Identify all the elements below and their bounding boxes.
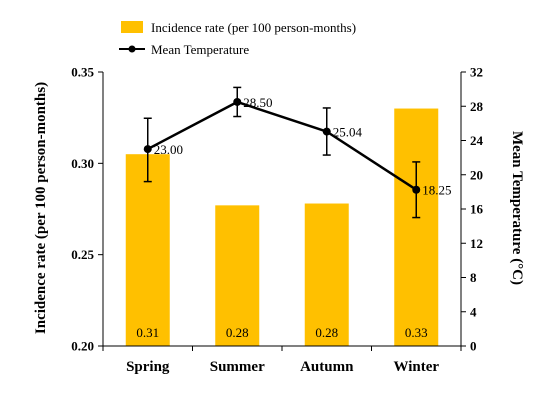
legend-line-marker — [128, 45, 136, 53]
y-axis-title: Incidence rate (per 100 person-months) — [33, 82, 49, 334]
temperature-point — [322, 127, 331, 136]
y-tick-label: 0.25 — [71, 247, 94, 262]
bar-labels-layer: 0.31 0.28 0.28 0.33 — [136, 325, 427, 340]
y2-tick-label: 32 — [470, 65, 483, 80]
temperature-value-label: 18.25 — [422, 183, 451, 198]
temperature-value-label: 23.00 — [154, 142, 183, 157]
y-tick-label: 0.20 — [71, 339, 94, 354]
bars-layer — [125, 108, 439, 347]
axes-layer: 0.20 0.25 0.30 0.35 0 4 8 12 16 20 24 28 32 Spring Sum… — [71, 65, 483, 376]
y2-tick-label: 20 — [470, 167, 483, 182]
bar-value-label: 0.33 — [405, 325, 428, 340]
x-tick-label-winter: Winter — [393, 359, 439, 375]
temperature-line — [147, 100, 417, 191]
legend-bar-label: Incidence rate (per 100 person-months) — [151, 20, 356, 35]
legend-line-label: Mean Temperature — [151, 42, 249, 57]
y2-tick-label: 8 — [470, 270, 477, 285]
y2-tick-label: 24 — [470, 133, 484, 148]
line-layer: 23.00 28.50 25.04 18.25 — [143, 86, 452, 219]
y2-tick-label: 28 — [470, 99, 484, 114]
y2-tick-label: 0 — [470, 339, 477, 354]
temperature-point — [143, 145, 152, 154]
bar-value-label: 0.28 — [315, 325, 338, 340]
temperature-point — [233, 97, 242, 106]
y2-axis-title: Mean Temperature (°C) — [509, 131, 525, 285]
bar-value-label: 0.28 — [226, 325, 249, 340]
bar-autumn — [304, 203, 349, 346]
y-tick-label: 0.35 — [71, 65, 94, 80]
legend-bar-swatch — [121, 21, 143, 33]
y2-tick-label: 16 — [470, 202, 484, 217]
y-tick-label: 0.30 — [71, 156, 94, 171]
y2-tick-label: 12 — [470, 236, 483, 251]
legend: Incidence rate (per 100 person-months) M… — [119, 20, 356, 57]
temperature-point — [412, 185, 421, 194]
bar-value-label: 0.31 — [136, 325, 159, 340]
bar-spring — [125, 154, 170, 346]
bar-winter — [394, 108, 439, 347]
x-tick-label-autumn: Autumn — [300, 359, 354, 375]
x-tick-label-summer: Summer — [210, 359, 265, 375]
temperature-value-label: 28.50 — [243, 95, 272, 110]
x-tick-label-spring: Spring — [126, 359, 170, 375]
temperature-value-label: 25.04 — [333, 125, 363, 140]
y2-tick-label: 4 — [470, 304, 477, 319]
bar-summer — [215, 205, 260, 346]
